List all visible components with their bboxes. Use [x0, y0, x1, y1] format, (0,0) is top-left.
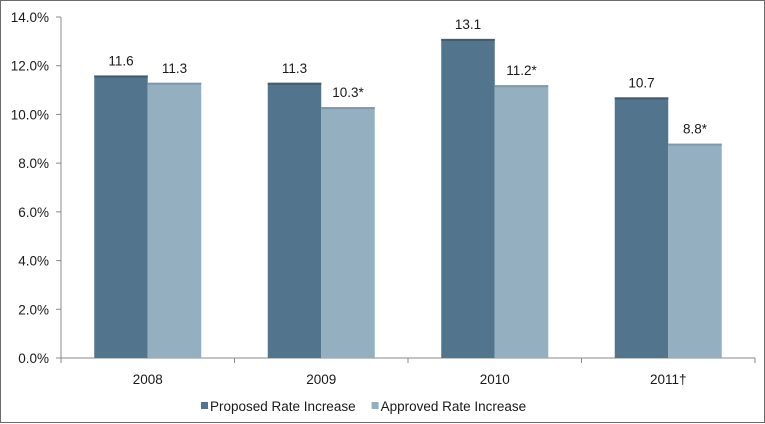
- y-tick-label: 4.0%: [18, 254, 49, 269]
- bar-proposed: [267, 82, 322, 358]
- bar-top-edge: [94, 75, 148, 78]
- bar-proposed: [94, 75, 148, 358]
- y-tick-label: 0.0%: [18, 351, 49, 366]
- bar-top-edge: [614, 97, 669, 100]
- legend-swatch-approved: [371, 402, 379, 409]
- x-tick-label: 2009: [306, 372, 336, 387]
- bar-top-edge: [494, 85, 549, 88]
- bar-top-edge: [267, 82, 322, 85]
- bar-approved: [147, 82, 202, 358]
- y-tick-label: 8.0%: [18, 156, 49, 171]
- data-label: 10.7: [628, 75, 654, 90]
- y-tick-label: 12.0%: [11, 59, 49, 74]
- bar-top-edge: [321, 107, 375, 110]
- legend-label: Approved Rate Increase: [381, 399, 527, 414]
- bar-proposed: [614, 97, 669, 358]
- bar-approved: [494, 85, 549, 358]
- legend-swatch-proposed: [201, 402, 208, 409]
- bar-approved: [668, 143, 722, 358]
- data-label: 11.2*: [506, 63, 537, 78]
- y-tick-label: 14.0%: [11, 10, 49, 25]
- y-tick-label: 6.0%: [18, 205, 49, 220]
- data-label: 11.3: [162, 61, 187, 76]
- x-tick-label: 2010: [480, 372, 510, 387]
- y-tick-label: 2.0%: [18, 302, 49, 317]
- data-label: 11.3: [282, 61, 307, 76]
- data-label: 11.6: [108, 53, 133, 68]
- x-tick-label: 2008: [133, 372, 163, 387]
- y-tick-label: 10.0%: [11, 107, 49, 122]
- bar-top-edge: [668, 143, 722, 146]
- data-label: 13.1: [455, 17, 481, 32]
- bar-approved: [321, 107, 375, 358]
- x-tick-label: 2011†: [650, 372, 687, 387]
- data-label: 8.8*: [683, 122, 708, 137]
- bar-top-edge: [147, 82, 202, 85]
- bar-top-edge: [441, 38, 495, 41]
- bar-proposed: [441, 38, 495, 359]
- legend-label: Proposed Rate Increase: [210, 399, 356, 414]
- data-label: 10.3*: [332, 85, 364, 100]
